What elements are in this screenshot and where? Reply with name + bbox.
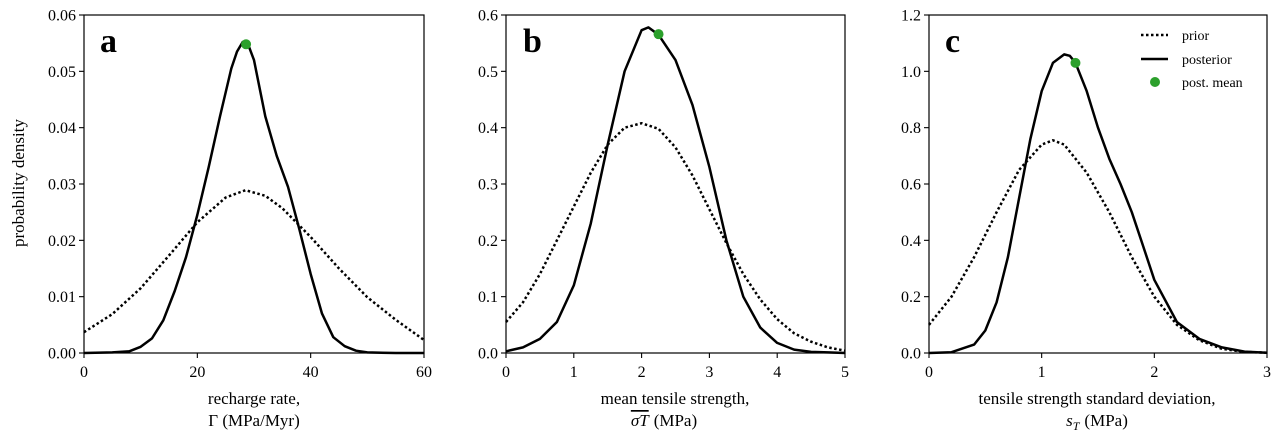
x-tick-label: 1	[1038, 364, 1046, 381]
plot-area: 0 1 2 3 0.0 0.2 0.4 0.6 0.8 1.0 1.2	[901, 8, 1271, 382]
panel-c: 0 1 2 3 0.0 0.2 0.4 0.6 0.8 1.0 1.2 c tensile stre…	[901, 8, 1271, 434]
axes-frame	[928, 14, 1268, 354]
y-tick-label: 0.8	[901, 120, 921, 137]
y-tick-label: 0.04	[48, 120, 76, 137]
legend-post-mean-marker	[1150, 77, 1160, 87]
prior-line	[83, 188, 425, 342]
x-axis-symbol-subscript: T	[1073, 419, 1081, 433]
legend-post-mean-label: post. mean	[1182, 76, 1243, 91]
y-tick-label: 1.2	[901, 8, 921, 25]
legend-prior-label: prior	[1182, 29, 1210, 44]
y-tick-label: 0.00	[48, 346, 76, 363]
posterior-line	[505, 26, 846, 355]
y-tick-label: 0.6	[478, 8, 498, 25]
panel-a: 0 20 40 60 0.00 0.01 0.02 0.03 0.04 0.05 0.06 a re…	[48, 8, 432, 431]
x-tick-label: 1	[570, 364, 578, 381]
y-tick-label: 0.06	[48, 8, 76, 25]
y-tick-label: 0.2	[478, 233, 498, 250]
y-tick-label: 0.02	[48, 233, 76, 250]
post-mean-marker	[653, 29, 664, 40]
y-tick-label: 0.0	[901, 346, 921, 363]
y-tick-label: 0.01	[48, 289, 76, 306]
x-axis-label: mean tensile strength,	[601, 389, 750, 408]
x-axis-label-units: sT (MPa)	[1066, 411, 1128, 433]
y-tick-label: 0.2	[901, 289, 921, 306]
y-tick-label: 0.4	[478, 120, 498, 137]
x-tick-label: 60	[416, 364, 432, 381]
y-axis-label: probability density	[9, 119, 28, 247]
x-axis-label: tensile strength standard deviation,	[979, 389, 1216, 408]
posterior-line	[83, 40, 424, 355]
legend-posterior-label: posterior	[1182, 53, 1232, 68]
panel-b: 0 1 2 3 4 5 0.0 0.1 0.2 0.3 0.4 0.5 0.6 b mean tensi…	[478, 8, 849, 431]
x-axis-symbol: σT	[631, 411, 650, 430]
x-axis-symbol: s	[1066, 411, 1073, 430]
x-tick-label: 0	[80, 364, 88, 381]
panel-letter: c	[945, 23, 960, 60]
x-tick-label: 5	[841, 364, 849, 381]
x-tick-label: 4	[773, 364, 781, 381]
x-tick-label: 20	[189, 364, 205, 381]
plot-area: 0 1 2 3 4 5 0.0 0.1 0.2 0.3 0.4 0.5 0.6	[478, 8, 849, 382]
plot-area: 0 20 40 60 0.00 0.01 0.02 0.03 0.04 0.05 0.06	[48, 8, 432, 382]
y-tick-label: 1.0	[901, 64, 921, 81]
x-axis-unit: (MPa)	[654, 411, 697, 430]
x-tick-label: 3	[1263, 364, 1271, 381]
x-axis-unit: (MPa)	[1084, 411, 1127, 430]
x-tick-label: 0	[502, 364, 510, 381]
x-tick-label: 2	[1150, 364, 1158, 381]
y-tick-label: 0.5	[478, 64, 498, 81]
y-tick-label: 0.0	[478, 346, 498, 363]
y-tick-label: 0.1	[478, 289, 498, 306]
y-tick-label: 0.3	[478, 177, 498, 194]
x-tick-label: 2	[638, 364, 646, 381]
x-axis-label-units: Γ (MPa/Myr)	[208, 411, 300, 430]
axes-frame	[83, 14, 425, 354]
x-tick-label: 3	[705, 364, 713, 381]
x-axis-label-units: σT (MPa)	[631, 411, 697, 430]
y-tick-label: 0.03	[48, 177, 76, 194]
posterior-line	[928, 53, 1268, 355]
post-mean-marker	[1070, 57, 1081, 68]
axes-frame	[505, 14, 846, 354]
post-mean-marker	[241, 39, 252, 50]
prior-line	[928, 139, 1268, 354]
x-tick-label: 40	[303, 364, 319, 381]
prior-line	[505, 121, 846, 352]
panel-letter: b	[523, 23, 542, 60]
y-tick-label: 0.05	[48, 64, 76, 81]
legend: prior posterior post. mean	[1141, 29, 1243, 91]
panel-letter: a	[100, 23, 117, 60]
y-tick-label: 0.4	[901, 233, 921, 250]
y-tick-label: 0.6	[901, 177, 921, 194]
x-axis-label: recharge rate,	[208, 389, 300, 408]
x-tick-label: 0	[925, 364, 933, 381]
